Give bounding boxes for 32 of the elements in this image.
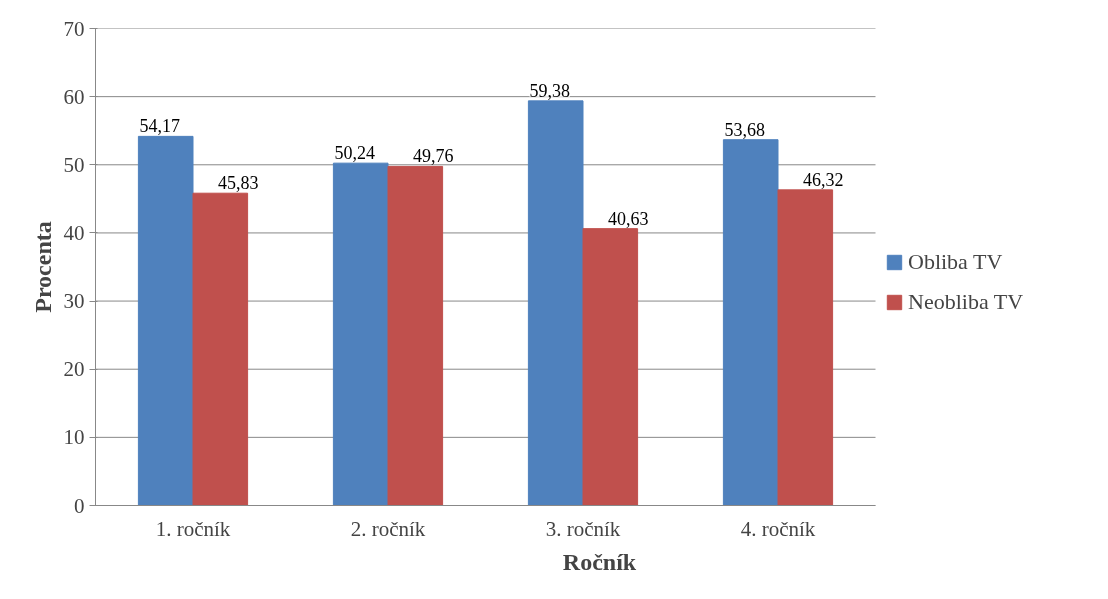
y-tick-label: 20 <box>63 357 85 382</box>
y-tick-label: 50 <box>63 152 85 177</box>
x-tick-label: 1. ročník <box>155 516 231 541</box>
y-tick-label: 10 <box>63 425 85 450</box>
y-tick-label: 0 <box>74 493 85 518</box>
bar <box>582 228 639 506</box>
bar <box>777 189 834 506</box>
x-tick-label: 4. ročník <box>740 516 816 541</box>
y-axis-title: Procenta <box>29 221 56 313</box>
y-tick-label: 30 <box>63 289 85 314</box>
y-tick-label: 40 <box>63 220 85 245</box>
data-label: 45,83 <box>218 173 259 194</box>
y-tick-label: 60 <box>63 84 85 109</box>
data-label: 50,24 <box>334 143 375 164</box>
bar <box>332 162 389 506</box>
bar <box>722 139 779 506</box>
bar <box>527 100 584 506</box>
bar <box>387 165 444 506</box>
x-tick-label: 2. ročník <box>350 516 426 541</box>
x-axis-title: Ročník <box>562 548 637 575</box>
data-label: 53,68 <box>724 119 765 140</box>
data-label: 59,38 <box>529 80 570 101</box>
data-label: 46,32 <box>803 169 844 190</box>
bar <box>137 135 194 506</box>
y-tick-label: 70 <box>63 16 85 41</box>
legend-label: Obliba TV <box>908 249 1003 275</box>
data-label: 40,63 <box>608 208 649 229</box>
bar <box>192 192 249 506</box>
x-tick-label: 3. ročník <box>545 516 621 541</box>
data-label: 49,76 <box>413 146 454 167</box>
data-label: 54,17 <box>139 116 180 137</box>
legend-label: Neobliba TV <box>908 289 1024 315</box>
